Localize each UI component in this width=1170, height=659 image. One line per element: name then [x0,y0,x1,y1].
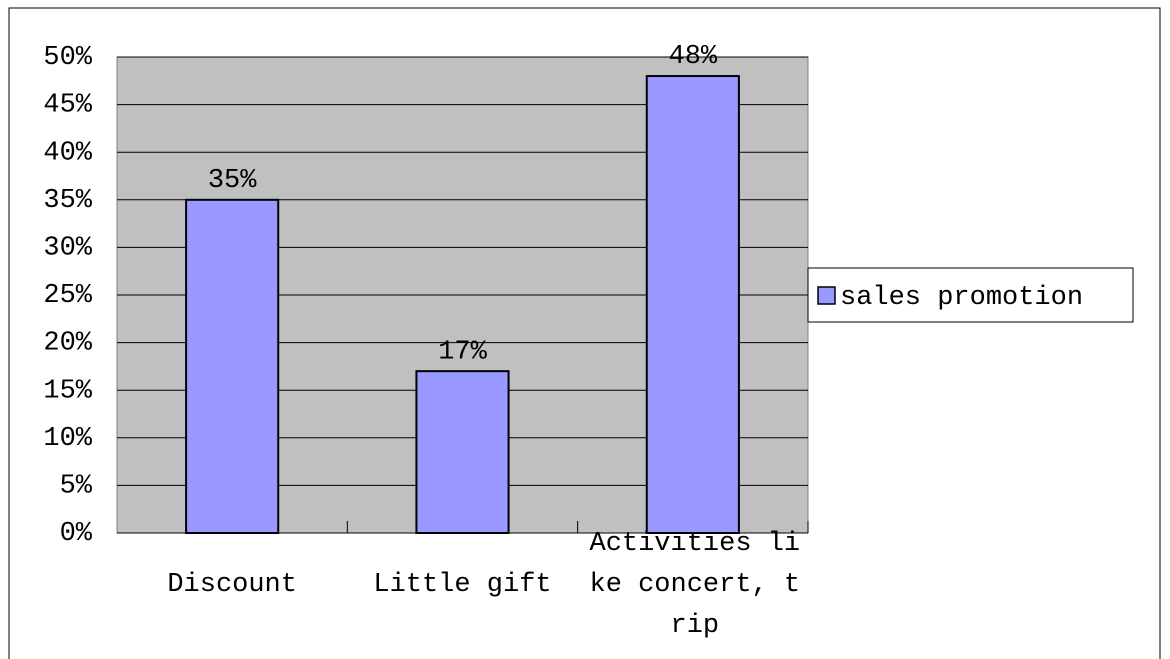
y-tick-label: 20% [43,329,92,359]
x-tick-label: Discount [167,570,297,600]
legend-label: sales promotion [840,283,1083,313]
y-tick-label: 45% [43,91,92,121]
y-tick-label: 35% [43,186,92,216]
bar [185,198,280,535]
y-tick-label: 50% [43,43,92,73]
data-label: 48% [669,42,718,72]
data-label: 35% [208,166,257,196]
y-tick-label: 15% [43,376,92,406]
y-tick-label: 25% [43,281,92,311]
y-tick-label: 5% [60,472,93,502]
x-tick-label: Activities li ke concert, t rip [590,529,801,641]
y-tick-label: 10% [43,424,92,454]
legend-swatch [817,286,836,305]
legend-box [807,267,1134,323]
bar [645,75,740,534]
x-tick-label: Little gift [373,570,551,600]
data-label: 17% [438,337,487,367]
bar [415,370,510,534]
y-tick-label: 0% [60,519,93,549]
y-tick-label: 30% [43,234,92,264]
y-tick-label: 40% [43,138,92,168]
